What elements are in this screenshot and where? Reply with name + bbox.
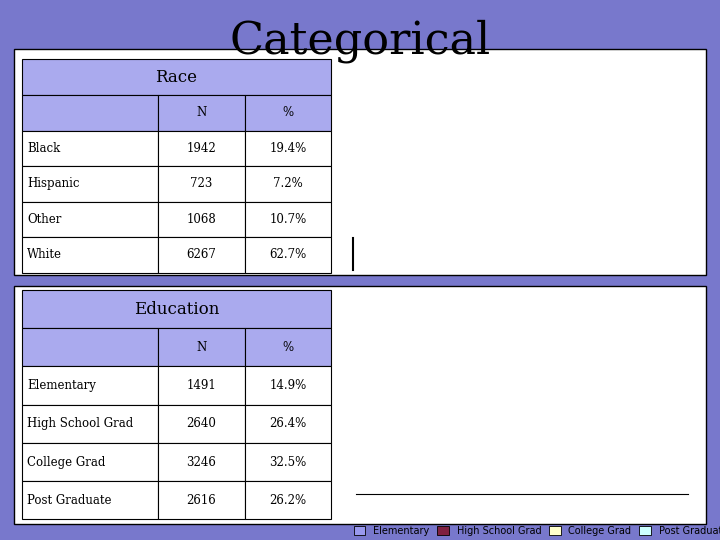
Text: 14.9%: 14.9% — [269, 379, 307, 392]
Bar — [454, 235, 508, 251]
Legend: Black, Hispanic, Other, White: Black, Hispanic, Other, White — [350, 287, 583, 305]
X-axis label: Race/Ethnicity: Race/Ethnicity — [480, 255, 564, 265]
Text: Black: Black — [27, 142, 60, 155]
X-axis label: Education: Education — [493, 490, 551, 500]
Text: N: N — [196, 106, 207, 119]
Bar — [619, 369, 673, 486]
Text: 2640: 2640 — [186, 417, 216, 430]
Text: College Grad: College Grad — [27, 456, 106, 469]
Text: 1068: 1068 — [186, 213, 216, 226]
Text: Post Graduate: Post Graduate — [27, 494, 112, 507]
Text: %: % — [282, 106, 294, 119]
Text: 7.2%: 7.2% — [273, 177, 302, 190]
Text: 10.7%: 10.7% — [269, 213, 307, 226]
Text: 2616: 2616 — [186, 494, 216, 507]
Text: 26.4%: 26.4% — [269, 417, 307, 430]
Text: 19.4%: 19.4% — [269, 142, 307, 155]
Text: 26.2%: 26.2% — [269, 494, 307, 507]
Text: Education: Education — [134, 301, 219, 318]
Text: 62.7%: 62.7% — [269, 248, 307, 261]
Bar — [536, 227, 590, 251]
Text: Categorical: Categorical — [230, 19, 490, 63]
Text: %: % — [282, 341, 294, 354]
Text: 1942: 1942 — [186, 142, 216, 155]
Text: 723: 723 — [190, 177, 212, 190]
Text: 1491: 1491 — [186, 379, 216, 392]
Bar — [619, 111, 673, 251]
Text: Race: Race — [156, 69, 197, 86]
Text: Hispanic: Hispanic — [27, 177, 80, 190]
Legend: Elementary, High School Grad, College Grad, Post Graduate: Elementary, High School Grad, College Gr… — [350, 522, 720, 539]
Bar — [371, 208, 425, 251]
Text: Elementary: Elementary — [27, 379, 96, 392]
Text: 6267: 6267 — [186, 248, 216, 261]
Text: Other: Other — [27, 213, 62, 226]
Text: White: White — [27, 248, 63, 261]
Bar — [454, 368, 508, 486]
Text: 32.5%: 32.5% — [269, 456, 307, 469]
Text: 3246: 3246 — [186, 456, 216, 469]
Bar — [371, 420, 425, 486]
Text: High School Grad: High School Grad — [27, 417, 134, 430]
Bar — [536, 341, 590, 486]
Text: N: N — [196, 341, 207, 354]
